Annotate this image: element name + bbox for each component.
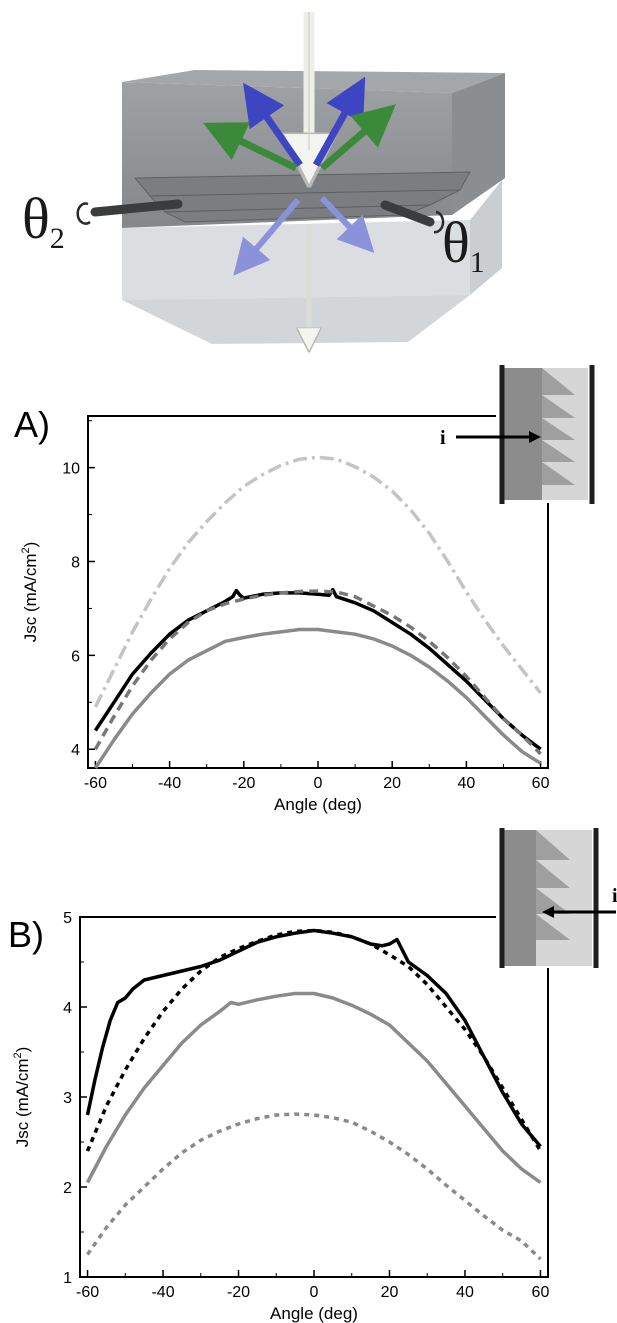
blue-arrow-up-left: [243, 82, 303, 167]
x-tick-label: 40: [457, 775, 475, 792]
series-line-2: [93, 587, 542, 751]
x-tick-label: -60: [76, 1284, 99, 1301]
rotation-rod-right: [380, 200, 435, 227]
inset-a-label: i: [440, 427, 446, 449]
blue-arrow-up-right: [312, 76, 366, 167]
series-line-2: [85, 928, 543, 1152]
y-tick-label: 8: [71, 554, 80, 571]
green-arrow-up-right: [319, 104, 396, 171]
x-tick-label: 20: [383, 775, 401, 792]
x-tick-label: 20: [381, 1284, 399, 1301]
y-tick-label: 2: [63, 1180, 72, 1197]
rotation-arrow-left-icon: [76, 202, 91, 225]
series-line-3: [93, 589, 542, 756]
x-tick-label: 0: [314, 775, 323, 792]
y-axis-title: Jsc (mA/cm2): [12, 1047, 32, 1148]
rotation-arrow-right-icon: [433, 210, 445, 234]
series-line-3: [85, 991, 542, 1184]
green-arrow-up-left: [203, 122, 298, 172]
x-tick-label: -60: [84, 775, 107, 792]
lower-box-bottom: [122, 295, 470, 344]
inset-b: i: [496, 828, 617, 968]
x-tick-label: -40: [158, 775, 181, 792]
y-tick-label: 6: [71, 648, 80, 665]
series-line-1: [93, 455, 542, 708]
theta-1-label: θ1: [442, 210, 485, 279]
lower-box-side: [470, 180, 502, 295]
panel-b-label: B): [8, 914, 44, 955]
blue-arrow-down-left: [233, 198, 301, 276]
theta-2-label: θ2: [22, 186, 65, 255]
y-tick-label: 3: [63, 1090, 72, 1107]
device-illustration: θ2 θ1: [22, 12, 505, 344]
chart-b: -60 -40 -20 0 20 40 60 1 2 3 4 5 Angle (deg) Jsc (mA/…: [12, 910, 549, 1323]
y-tick-label: 4: [71, 742, 80, 759]
plot-frame: [79, 916, 549, 1278]
y-axis-title: Jsc (mA/cm2): [20, 542, 40, 643]
x-tick-label: -20: [227, 1284, 250, 1301]
y-tick-label: 1: [63, 1270, 72, 1287]
inset-b-label: i: [612, 885, 617, 907]
x-tick-label: 60: [532, 775, 550, 792]
x-axis-title: Angle (deg): [270, 1304, 358, 1323]
rotation-rod-left: [90, 199, 183, 217]
blue-arrow-down-right: [319, 195, 375, 254]
y-tick-label: 10: [62, 461, 80, 478]
lower-box-front: [122, 220, 470, 300]
y-tick-label: 5: [63, 910, 72, 927]
x-tick-label: 0: [310, 1284, 319, 1301]
panel-a-label: A): [14, 404, 50, 445]
x-tick-label: -20: [232, 775, 255, 792]
x-tick-label: 60: [532, 1284, 550, 1301]
inset-a: i: [440, 365, 595, 504]
series-line-4: [93, 627, 542, 769]
series-line-1: [85, 928, 542, 1148]
series-line-4: [86, 1112, 542, 1261]
panel-a: A) -60 -40 -20 0 20 40 60 4 6 8 10 Angle (deg) Jsc (…: [14, 365, 595, 814]
x-axis-title: Angle (deg): [274, 795, 362, 814]
y-tick-label: 4: [63, 1000, 72, 1017]
panel-b: B) -60 -40 -20 0 20 40 60 1 2 3 4 5 Angle (deg) Jsc (…: [8, 828, 617, 1323]
chart-a: -60 -40 -20 0 20 40 60 4 6 8 10 Angle (deg) Jsc (mA/…: [20, 415, 550, 814]
x-tick-label: -40: [151, 1284, 174, 1301]
x-tick-label: 40: [456, 1284, 474, 1301]
